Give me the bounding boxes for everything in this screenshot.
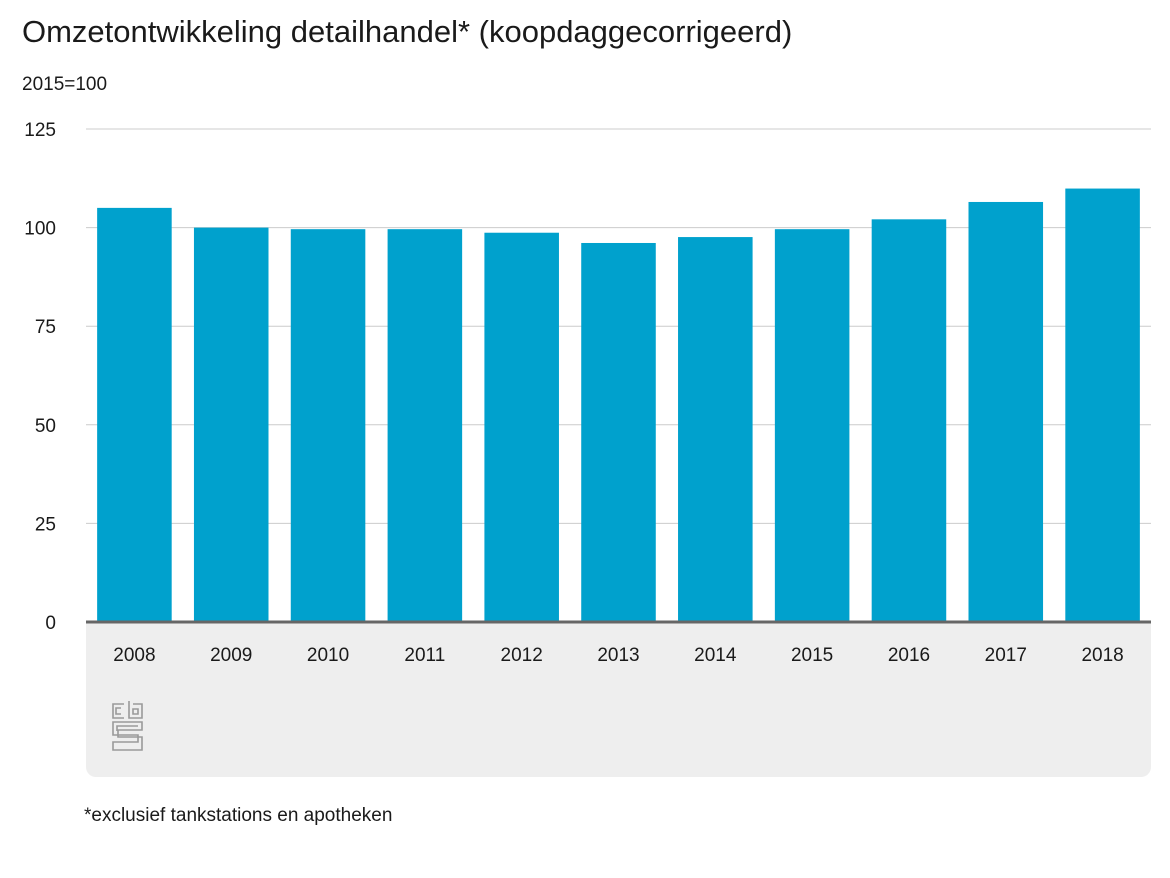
x-tick-label: 2013 [597, 645, 639, 666]
bar [774, 229, 850, 622]
bar [968, 201, 1044, 623]
cbs-logo-icon [112, 701, 143, 751]
unit-label: 2015=100 [22, 74, 108, 95]
y-tick-label: 50 [35, 416, 56, 437]
axes: 0 25 50 75 100 125 2008 2009 2010 2011 2012 2013 201… [24, 120, 1151, 666]
y-tick-label: 125 [24, 120, 56, 141]
x-axis-panel [86, 622, 1151, 777]
y-tick-label: 100 [24, 219, 56, 240]
bar [871, 219, 947, 622]
x-tick-label: 2014 [694, 645, 737, 666]
bar [484, 232, 559, 622]
x-tick-label: 2015 [791, 645, 833, 666]
bar [387, 229, 463, 622]
x-tick-label: 2018 [1081, 645, 1123, 666]
bar [193, 227, 269, 622]
bar [290, 229, 366, 622]
chart-title: Omzetontwikkeling detailhandel* (koopdag… [22, 14, 793, 49]
y-tick-label: 75 [35, 317, 56, 338]
x-tick-label: 2011 [404, 645, 445, 666]
bar [678, 237, 753, 622]
bars [97, 188, 1140, 623]
bar [581, 242, 656, 622]
x-tick-label: 2012 [501, 645, 543, 666]
x-tick-label: 2016 [888, 645, 930, 666]
y-tick-label: 0 [45, 613, 56, 634]
y-tick-label: 25 [35, 514, 56, 535]
x-tick-label: 2017 [985, 645, 1027, 666]
x-tick-label: 2009 [210, 645, 252, 666]
x-tick-label: 2008 [113, 645, 155, 666]
bar [1065, 188, 1140, 623]
footnote: *exclusief tankstations en apotheken [84, 805, 393, 826]
x-tick-label: 2010 [307, 645, 349, 666]
bar [97, 207, 172, 622]
